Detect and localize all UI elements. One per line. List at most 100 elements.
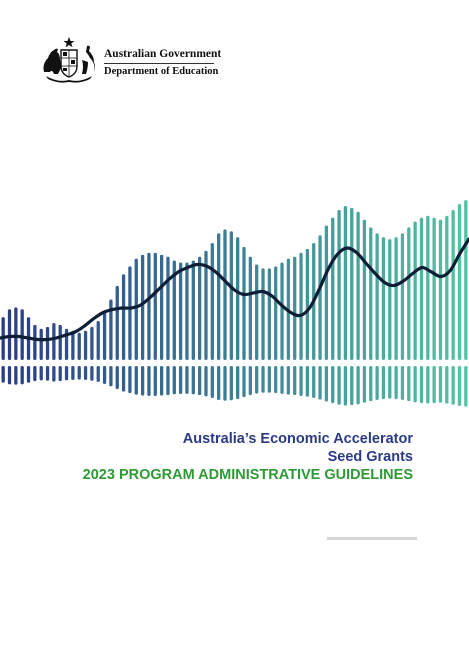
cover-graphic <box>0 200 469 407</box>
graphic-bar-reflection <box>52 366 56 382</box>
graphic-bar <box>45 326 50 360</box>
graphic-bar-reflection <box>362 366 367 403</box>
graphic-bar <box>159 254 164 360</box>
graphic-bar <box>236 237 240 360</box>
coat-of-arms-icon <box>43 37 95 83</box>
graphic-bar-reflection <box>318 366 322 400</box>
graphic-bar-reflection <box>45 366 50 381</box>
graphic-bar <box>451 209 455 360</box>
graphic-bar-reflection <box>381 366 386 400</box>
graphic-bar-reflection <box>236 366 240 400</box>
graphic-bar <box>185 262 189 360</box>
graphic-bar-reflection <box>255 366 259 394</box>
graphic-bar <box>356 211 360 360</box>
graphic-bar-reflection <box>261 366 265 393</box>
graphic-bar-reflection <box>39 366 43 381</box>
graphic-bar-reflection <box>438 366 443 403</box>
graphic-bar-reflection <box>293 366 297 396</box>
graphic-bar-reflection <box>464 366 468 407</box>
graphic-bar <box>293 256 297 360</box>
graphic-bar <box>261 268 265 360</box>
graphic-bar <box>318 235 322 360</box>
graphic-bar-reflection <box>147 366 151 396</box>
graphic-bar-reflection <box>375 366 379 400</box>
graphic-bar-reflection <box>140 366 145 396</box>
graphic-bar-reflection <box>356 366 360 405</box>
graphic-bar-reflection <box>64 366 69 381</box>
government-name: Australian Government <box>104 48 222 60</box>
graphic-bar-reflection <box>343 366 348 406</box>
graphic-bar-reflection <box>204 366 208 397</box>
graphic-bar <box>375 233 379 360</box>
department-name: Department of Education <box>104 66 219 77</box>
graphic-bar <box>362 219 367 360</box>
graphic-bar <box>419 217 424 360</box>
graphic-bar <box>134 258 138 360</box>
graphic-bar <box>267 268 272 360</box>
graphic-bar <box>229 231 233 360</box>
graphic-bar <box>204 250 208 360</box>
graphic-bar <box>128 266 132 360</box>
program-name: Seed Grants <box>327 449 413 465</box>
graphic-bar-reflection <box>388 366 392 399</box>
graphic-bar <box>381 237 386 360</box>
graphic-bar-reflection <box>121 366 126 392</box>
graphic-bar <box>413 221 417 360</box>
report-title: Australia’s Economic Accelerator <box>182 431 413 447</box>
graphic-bar-reflection <box>153 366 157 396</box>
graphic-bar <box>255 264 259 360</box>
graphic-bar <box>191 260 195 360</box>
graphic-bar-reflection <box>223 366 227 401</box>
graphic-bar-reflection <box>185 366 189 394</box>
graphic-bar <box>445 215 449 360</box>
graphic-bar-reflection <box>71 366 75 380</box>
graphic-bar-reflection <box>134 366 138 395</box>
graphic-bar-reflection <box>242 366 246 398</box>
government-logo: Australian Government Department of Educ… <box>38 36 228 84</box>
graphic-bar-reflection <box>426 366 430 404</box>
graphic-bar <box>426 215 430 360</box>
graphic-bar <box>197 256 202 360</box>
graphic-bar-reflection <box>33 366 37 382</box>
graphic-bar <box>331 217 335 360</box>
graphic-bar <box>166 256 170 360</box>
graphic-bar-reflection <box>286 366 291 395</box>
graphic-bar-reflection <box>191 366 195 395</box>
graphic-bar-reflection <box>267 366 272 393</box>
graphic-bar-reflection <box>369 366 373 402</box>
graphic-bar-reflection <box>248 366 252 396</box>
graphic-bar-reflection <box>337 366 341 405</box>
graphic-bar-reflection <box>394 366 398 400</box>
graphic-bar-reflection <box>312 366 316 398</box>
graphic-bar <box>14 307 18 360</box>
graphic-bar-reflection <box>172 366 176 395</box>
graphic-bar-reflection <box>20 366 24 385</box>
graphic-bar-reflection <box>96 366 100 382</box>
graphic-bar <box>457 204 462 360</box>
graphic-bar-reflection <box>299 366 303 396</box>
graphic-bar-reflection <box>331 366 335 404</box>
graphic-bar <box>58 324 62 360</box>
graphic-bar-reflection <box>7 366 12 385</box>
graphic-bar-reflection <box>324 366 329 402</box>
graphic-bar <box>77 332 81 360</box>
graphic-bar-reflection <box>432 366 436 404</box>
graphic-bar-reflection <box>413 366 417 403</box>
graphic-bar <box>39 328 43 360</box>
graphic-bar-reflection <box>445 366 449 404</box>
graphic-bar-reflection <box>1 366 5 383</box>
graphic-bar-reflection <box>229 366 233 401</box>
graphic-bar <box>299 252 303 360</box>
graphic-bar <box>305 248 310 360</box>
cover-titles: Australia’s Economic Accelerator Seed Gr… <box>83 430 413 484</box>
graphic-bar-reflection <box>14 366 18 385</box>
graphic-bar-reflection <box>350 366 354 406</box>
graphic-bar-reflection <box>280 366 284 394</box>
graphic-bar <box>343 205 348 360</box>
graphic-bar-reflection <box>274 366 278 394</box>
graphic-bar-reflection <box>166 366 170 396</box>
graphic-bar <box>369 227 373 360</box>
graphic-bar <box>400 233 405 360</box>
graphic-bar-reflection <box>26 366 31 383</box>
document-subtitle: 2023 PROGRAM ADMINISTRATIVE GUIDELINES <box>82 467 413 483</box>
